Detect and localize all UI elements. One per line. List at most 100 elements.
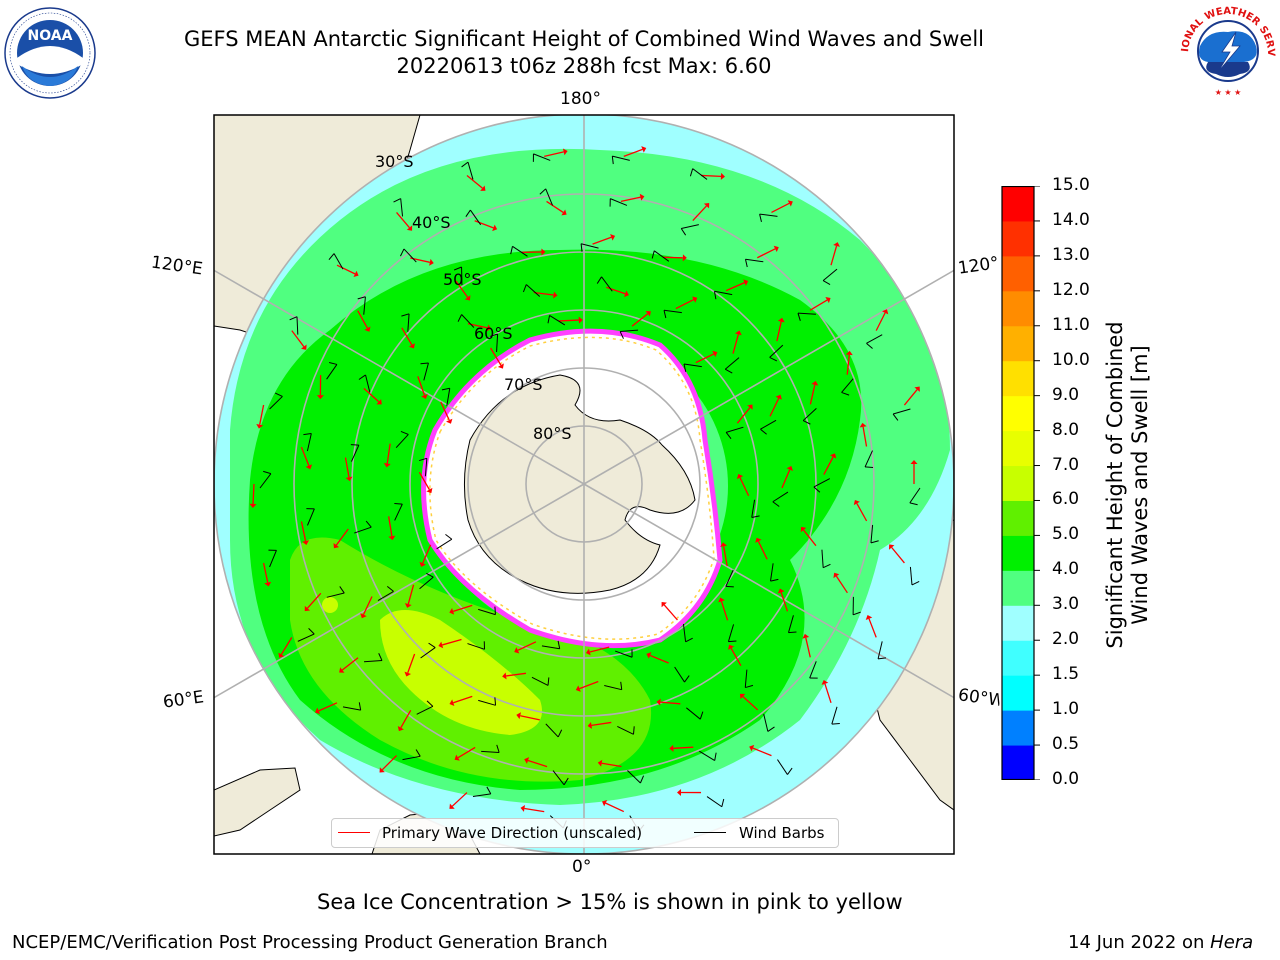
wave-direction-arrow	[802, 633, 811, 658]
wave-direction-arrow	[692, 203, 710, 222]
wind-barb	[619, 329, 639, 339]
wave-direction-arrow	[300, 521, 309, 545]
wave-direction-arrow	[749, 744, 772, 757]
wave-direction-arrow	[440, 401, 453, 424]
colorbar-swatch	[1002, 745, 1034, 780]
wind-barb	[724, 357, 740, 374]
wind-barb	[651, 250, 670, 262]
wave-direction-arrow	[903, 386, 920, 406]
wave-direction-arrow	[720, 542, 728, 567]
wave-direction-arrow	[490, 347, 504, 369]
wind-barb	[809, 661, 818, 679]
wind-barb	[813, 478, 831, 493]
wind-barb	[478, 606, 496, 616]
wind-barb	[674, 666, 690, 683]
wave-direction-arrow	[592, 234, 616, 245]
wave-direction-arrow	[396, 211, 413, 231]
wave-direction-arrow	[404, 584, 415, 608]
wind-barb	[797, 312, 816, 321]
colorbar-swatch	[1002, 535, 1034, 571]
lat-label-30s: 30°S	[375, 152, 414, 171]
wind-barb	[420, 642, 436, 659]
wind-barb	[627, 770, 645, 784]
wave-direction-arrow	[771, 200, 793, 213]
wind-barb	[706, 796, 725, 808]
colorbar-tick-label: 6.0	[1052, 489, 1080, 510]
wind-barb	[689, 168, 708, 180]
wave-direction-arrow	[585, 646, 610, 656]
wind-barb	[609, 198, 628, 207]
colorbar-swatch	[1002, 220, 1034, 257]
wave-direction-arrow	[454, 746, 476, 761]
wave-direction-arrow	[809, 380, 819, 405]
wind-barb	[547, 314, 566, 326]
lon-label-180: 180°	[560, 89, 601, 109]
date-text: 14 Jun 2022 on Hera	[1068, 932, 1254, 953]
wind-barb	[760, 419, 777, 435]
colorbar-tick-label: 10.0	[1052, 349, 1090, 370]
wind-barb	[395, 430, 409, 448]
wave-direction-arrow	[404, 653, 416, 677]
chart-title: GEFS MEAN Antarctic Significant Height o…	[183, 27, 985, 51]
wind-barb	[841, 378, 854, 396]
map-legend: Primary Wave Direction (unscaled) Wind B…	[331, 818, 839, 848]
wave-direction-arrow	[316, 375, 324, 400]
wave-direction-arrow	[776, 317, 785, 342]
wave-direction-arrow	[401, 327, 415, 349]
wind-barb	[472, 786, 492, 798]
wind-barb	[377, 586, 394, 601]
meridian-line	[214, 483, 585, 699]
wind-barb	[393, 198, 404, 217]
wave-direction-arrow	[344, 457, 353, 482]
wind-barb	[683, 363, 702, 372]
wave-direction-arrow	[853, 499, 868, 522]
lon-label-0: 0°	[572, 857, 592, 877]
wind-barb	[522, 284, 541, 297]
wind-barb	[770, 563, 779, 582]
colorbar-swatch	[1002, 640, 1034, 676]
wind-barb	[326, 361, 338, 380]
wind-barb	[596, 276, 613, 292]
wave-direction-arrow	[620, 193, 645, 203]
wind-barb	[342, 702, 362, 711]
colorbar-tick-label: 4.0	[1052, 559, 1080, 580]
wind-barb	[416, 700, 434, 715]
lat-label-80s: 80°S	[533, 424, 572, 443]
wind-barb	[545, 723, 563, 738]
colorbar-swatch	[1002, 675, 1034, 711]
wind-barb	[866, 334, 883, 349]
credit-text: NCEP/EMC/Verification Post Processing Pr…	[12, 932, 608, 953]
wave-direction-arrow	[669, 744, 694, 752]
colorbar-tick-label: 11.0	[1052, 314, 1090, 335]
colorbar-swatch	[1002, 605, 1034, 641]
wave-direction-arrow	[656, 698, 681, 706]
wind-barb	[751, 499, 760, 519]
colorbar-swatch	[1002, 500, 1034, 536]
wave-direction-arrow	[379, 755, 397, 773]
wave-direction-arrow	[845, 350, 853, 375]
wave-direction-arrow	[821, 679, 832, 704]
wind-barb	[552, 770, 569, 786]
colorbar-tick-label: 2.0	[1052, 629, 1080, 650]
colorbar-swatch	[1002, 325, 1034, 362]
wave-direction-arrow	[502, 672, 527, 680]
wind-barb	[870, 524, 879, 544]
wave-direction-arrow	[360, 596, 373, 619]
wave-direction-arrow	[304, 592, 322, 612]
wave-direction-arrow	[695, 350, 718, 364]
wave-direction-arrow	[383, 443, 391, 468]
wind-barb	[541, 640, 561, 650]
colorbar-tick-label: 9.0	[1052, 384, 1080, 405]
wind-barb	[713, 290, 733, 300]
wind-barb	[802, 407, 817, 425]
colorbar	[1001, 186, 1040, 780]
colorbar-swatch	[1002, 255, 1034, 292]
wind-barb	[358, 374, 371, 393]
wind-barb	[788, 615, 797, 634]
wave-direction-arrow	[781, 465, 793, 489]
wave-direction-arrow	[300, 446, 313, 470]
wind-barb	[401, 313, 410, 332]
wave-direction-arrow	[438, 638, 462, 649]
wave-direction-arrow	[397, 709, 412, 732]
wind-barb	[420, 362, 429, 381]
